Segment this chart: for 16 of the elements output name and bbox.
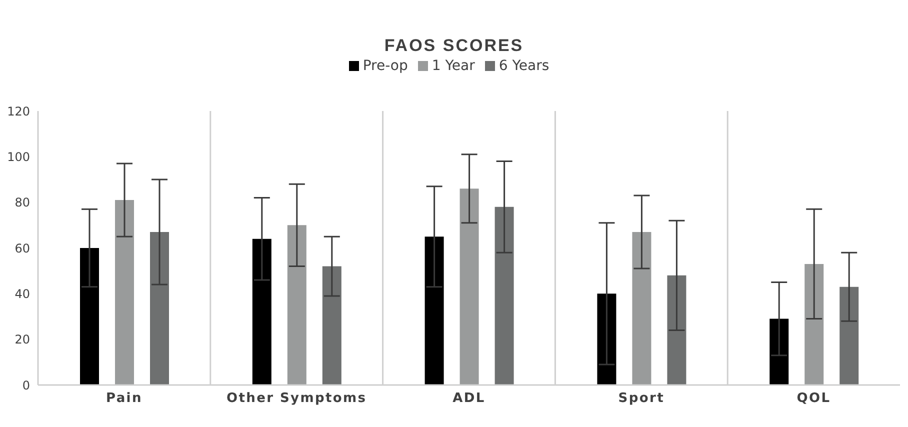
y-tick-label: 60 <box>14 241 30 256</box>
y-tick-label: 20 <box>14 332 30 347</box>
x-tick-label: QOL <box>796 391 831 406</box>
y-tick-label: 40 <box>14 286 30 301</box>
y-tick-label: 100 <box>7 150 30 164</box>
x-tick-label: Other Symptoms <box>226 391 367 406</box>
legend-label: 1 Year <box>432 58 475 74</box>
legend-label: 6 Years <box>498 58 550 74</box>
y-tick-label: 80 <box>14 196 30 210</box>
x-tick-label: Pain <box>106 391 142 406</box>
y-tick-label: 0 <box>22 378 30 392</box>
chart-title: FAOS SCORES <box>383 36 525 56</box>
x-tick-label: ADL <box>452 391 486 406</box>
x-tick-label: Sport <box>618 391 665 406</box>
y-tick-label: 120 <box>7 104 30 118</box>
legend-label: Pre-op <box>362 58 408 74</box>
